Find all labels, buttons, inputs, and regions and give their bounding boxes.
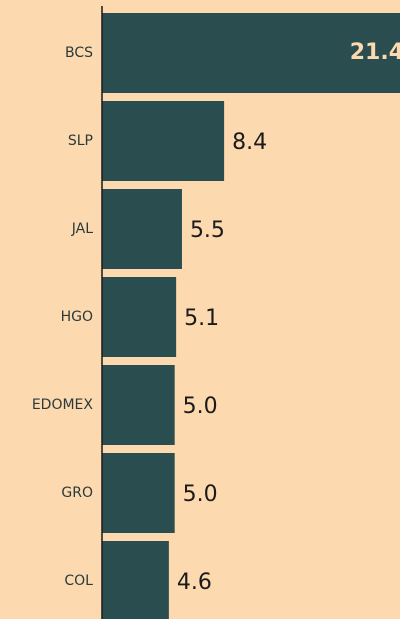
bar (102, 101, 225, 181)
category-label: BCS (65, 45, 93, 61)
bar (102, 453, 175, 533)
bar (102, 541, 169, 619)
category-label: EDOMEX (32, 397, 94, 413)
value-label: 21.4 (350, 40, 400, 65)
value-label: 4.6 (177, 570, 212, 595)
bar (102, 189, 182, 269)
category-label: SLP (68, 133, 93, 149)
value-label: 5.1 (184, 306, 219, 331)
category-label: COL (64, 573, 93, 589)
category-label: HGO (61, 309, 93, 325)
category-label: GRO (61, 485, 93, 501)
value-label: 5.0 (183, 482, 218, 507)
category-label: JAL (71, 221, 93, 237)
value-label: 5.0 (183, 394, 218, 419)
value-label: 8.4 (232, 130, 267, 155)
value-label: 5.5 (190, 218, 225, 243)
bar (102, 365, 175, 445)
bar (102, 277, 177, 357)
bar (102, 13, 400, 93)
